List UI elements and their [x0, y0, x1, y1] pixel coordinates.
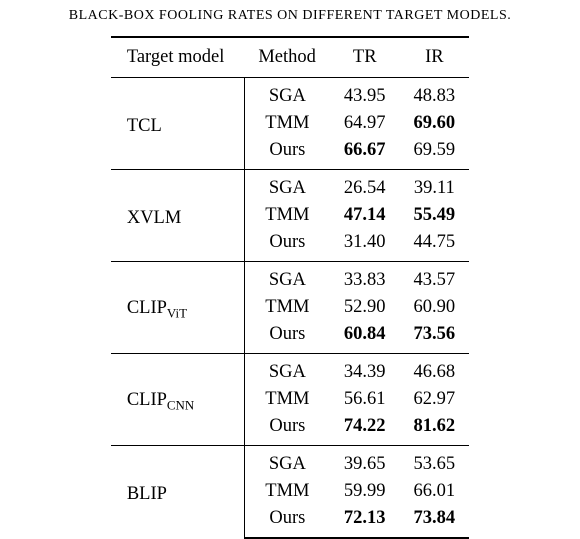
ir-cell: 39.11 — [400, 170, 470, 203]
tr-cell: 39.65 — [330, 446, 400, 479]
table-caption: BLACK-BOX FOOLING RATES ON DIFFERENT TAR… — [0, 0, 580, 36]
tr-cell: 52.90 — [330, 294, 400, 321]
ir-cell: 55.49 — [400, 202, 470, 229]
target-model-cell: BLIP — [111, 446, 245, 539]
method-cell: TMM — [244, 202, 330, 229]
method-cell: SGA — [244, 262, 330, 295]
tr-cell: 31.40 — [330, 229, 400, 262]
target-model-cell: TCL — [111, 78, 245, 170]
col-header-ir: IR — [400, 37, 470, 78]
method-cell: Ours — [244, 505, 330, 538]
tr-cell: 47.14 — [330, 202, 400, 229]
tr-cell: 72.13 — [330, 505, 400, 538]
tr-cell: 60.84 — [330, 321, 400, 354]
ir-cell: 73.56 — [400, 321, 470, 354]
ir-cell: 48.83 — [400, 78, 470, 111]
ir-cell: 43.57 — [400, 262, 470, 295]
method-cell: TMM — [244, 478, 330, 505]
tr-cell: 66.67 — [330, 137, 400, 170]
tr-cell: 74.22 — [330, 413, 400, 446]
method-cell: SGA — [244, 446, 330, 479]
method-cell: TMM — [244, 110, 330, 137]
ir-cell: 69.59 — [400, 137, 470, 170]
tr-cell: 34.39 — [330, 354, 400, 387]
tr-cell: 33.83 — [330, 262, 400, 295]
method-cell: Ours — [244, 321, 330, 354]
method-cell: Ours — [244, 413, 330, 446]
ir-cell: 46.68 — [400, 354, 470, 387]
target-model-cell: CLIPCNN — [111, 354, 245, 446]
method-cell: Ours — [244, 229, 330, 262]
col-header-target: Target model — [111, 37, 245, 78]
tr-cell: 43.95 — [330, 78, 400, 111]
ir-cell: 44.75 — [400, 229, 470, 262]
method-cell: SGA — [244, 354, 330, 387]
method-cell: SGA — [244, 170, 330, 203]
ir-cell: 53.65 — [400, 446, 470, 479]
method-cell: SGA — [244, 78, 330, 111]
col-header-tr: TR — [330, 37, 400, 78]
ir-cell: 69.60 — [400, 110, 470, 137]
tr-cell: 26.54 — [330, 170, 400, 203]
target-model-cell: CLIPViT — [111, 262, 245, 354]
method-cell: Ours — [244, 137, 330, 170]
tr-cell: 56.61 — [330, 386, 400, 413]
col-header-method: Method — [244, 37, 330, 78]
tr-cell: 59.99 — [330, 478, 400, 505]
ir-cell: 73.84 — [400, 505, 470, 538]
method-cell: TMM — [244, 294, 330, 321]
target-model-cell: XVLM — [111, 170, 245, 262]
tr-cell: 64.97 — [330, 110, 400, 137]
ir-cell: 62.97 — [400, 386, 470, 413]
ir-cell: 81.62 — [400, 413, 470, 446]
results-table: Target model Method TR IR TCLSGA43.9548.… — [111, 36, 469, 539]
ir-cell: 60.90 — [400, 294, 470, 321]
ir-cell: 66.01 — [400, 478, 470, 505]
method-cell: TMM — [244, 386, 330, 413]
